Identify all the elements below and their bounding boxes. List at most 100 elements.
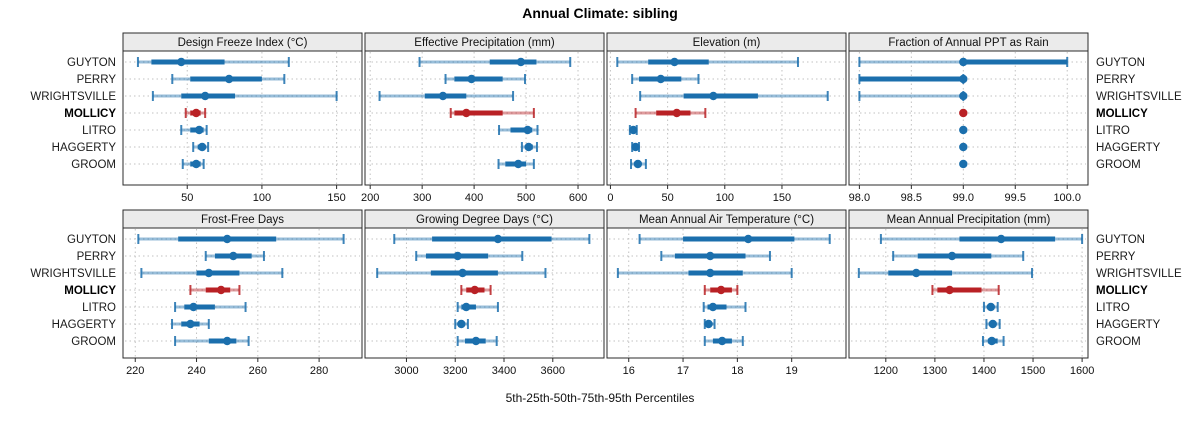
axis-tick-label: 98.5	[901, 192, 922, 204]
axis-tick-label: 50	[661, 192, 673, 204]
panel-7: Mean Annual Precipitation (mm) 1200 1300 14…	[848, 209, 1094, 377]
axis-tick-label: 99.0	[953, 192, 974, 204]
axis-tick-label: 17	[677, 365, 689, 377]
median-dot	[457, 319, 466, 329]
median-dot	[524, 142, 533, 152]
row-label-left-wrightsville: WRIGHTSVILLE	[30, 91, 116, 103]
panel-strip-title: Frost-Free Days	[201, 214, 284, 226]
median-dot	[224, 74, 234, 84]
series-perry	[660, 251, 771, 261]
panel-strip-title: Fraction of Annual PPT as Rain	[888, 37, 1048, 49]
median-dot	[222, 336, 232, 346]
median-dot	[189, 302, 198, 312]
median-dot	[514, 159, 523, 169]
median-dot	[194, 125, 204, 135]
series-mollicy	[184, 108, 207, 118]
median-dot	[959, 74, 968, 84]
axis-tick-label: 3000	[394, 365, 418, 377]
series-groom	[174, 336, 250, 346]
median-dot	[656, 74, 665, 84]
row-label-right-haggerty: HAGGERTY	[1096, 319, 1161, 331]
series-wrightsville	[378, 91, 515, 101]
median-dot	[716, 285, 726, 295]
series-mollicy	[189, 285, 241, 295]
row-label-right-litro: LITRO	[1096, 125, 1130, 137]
axis-tick-label: 600	[569, 192, 587, 204]
panel-area	[364, 227, 605, 359]
panel-area	[364, 50, 605, 186]
axis-tick-label: 400	[465, 192, 483, 204]
series-litro	[702, 302, 747, 312]
row-label-right-mollicy: MOLLICY	[1096, 285, 1148, 297]
median-dot	[471, 336, 481, 346]
axis-tick-label: 19	[786, 365, 798, 377]
series-guyton	[616, 57, 799, 67]
median-dot	[458, 268, 467, 278]
axis-tick-label: 280	[310, 365, 328, 377]
series-haggerty	[520, 142, 538, 152]
series-litro	[174, 302, 247, 312]
axis-tick-label: 18	[731, 365, 743, 377]
median-dot	[945, 285, 954, 295]
median-dot	[709, 91, 718, 101]
series-mollicy	[959, 108, 968, 118]
row-label-right-perry: PERRY	[1096, 74, 1136, 86]
median-dot	[706, 251, 715, 261]
series-litro	[628, 125, 638, 135]
median-dot	[959, 125, 968, 135]
row-label-right-groom: GROOM	[1096, 336, 1141, 348]
series-guyton	[879, 234, 1084, 244]
axis-tick-label: 500	[517, 192, 535, 204]
axis-tick-label: 1500	[1021, 365, 1045, 377]
series-groom	[959, 159, 968, 169]
row-label-left-perry: PERRY	[77, 251, 117, 263]
axis-tick-label: 3400	[492, 365, 516, 377]
median-dot	[204, 268, 213, 278]
series-litro	[959, 125, 968, 135]
series-haggerty	[703, 319, 716, 329]
axis-tick-label: 98.0	[849, 192, 870, 204]
axis-tick-label: 16	[623, 365, 635, 377]
series-groom	[497, 159, 535, 169]
row-label-left-litro: LITRO	[82, 302, 116, 314]
series-perry	[204, 251, 265, 261]
panel-strip-title: Design Freeze Index (°C)	[178, 37, 308, 49]
median-dot	[670, 57, 679, 67]
axis-tick-label: 150	[327, 192, 345, 204]
axis-tick-label: 240	[187, 365, 205, 377]
median-dot	[717, 336, 727, 346]
median-dot	[191, 159, 201, 169]
median-dot	[216, 285, 226, 295]
median-dot	[633, 159, 643, 169]
series-haggerty	[192, 142, 210, 152]
series-haggerty	[171, 319, 210, 329]
series-groom	[630, 159, 647, 169]
median-dot	[704, 319, 713, 329]
series-perry	[892, 251, 1025, 261]
panel-area	[848, 227, 1089, 359]
median-dot	[986, 302, 996, 312]
median-dot	[912, 268, 921, 278]
median-dot	[988, 319, 997, 329]
panel-area	[606, 227, 847, 359]
row-label-right-mollicy: MOLLICY	[1096, 108, 1148, 120]
axis-tick-label: 260	[249, 365, 267, 377]
series-wrightsville	[858, 91, 968, 101]
series-wrightsville	[376, 268, 547, 278]
series-guyton	[638, 234, 831, 244]
axis-tick-label: 50	[181, 192, 193, 204]
panel-area	[848, 50, 1089, 186]
series-guyton	[418, 57, 572, 67]
series-mollicy	[460, 285, 492, 295]
series-haggerty	[959, 142, 968, 152]
axis-tick-label: 300	[413, 192, 431, 204]
axis-tick-label: 1300	[923, 365, 947, 377]
series-mollicy	[931, 285, 1000, 295]
median-dot	[708, 302, 718, 312]
panel-area	[122, 50, 363, 186]
series-perry	[631, 74, 700, 84]
series-mollicy	[703, 285, 739, 295]
series-wrightsville	[140, 268, 284, 278]
panel-0: Design Freeze Index (°C) 50 100 150	[122, 32, 363, 204]
